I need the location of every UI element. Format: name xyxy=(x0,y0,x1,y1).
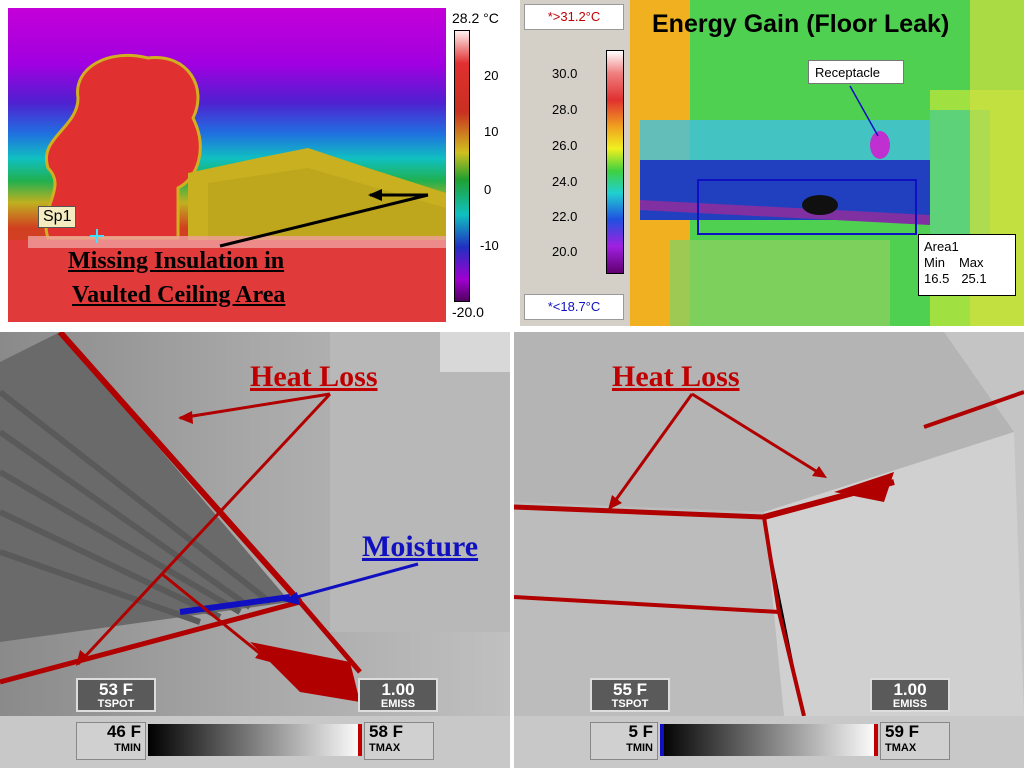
emiss-value: 1.00 xyxy=(381,680,415,699)
tmax-value: 59 F xyxy=(885,722,920,741)
scale-min-label: *<18.7°C xyxy=(524,294,624,320)
scale-tick-22: 22.0 xyxy=(552,209,578,224)
tmax-readout-right: 59 F TMAX xyxy=(880,722,950,760)
area-min-value: 16.5 xyxy=(924,271,950,286)
tspot-value: 53 F xyxy=(98,680,134,699)
scale-tick-20b: 20.0 xyxy=(552,244,578,259)
tmin-value: 46 F xyxy=(106,722,141,741)
tspot-readout-right: 55 F TSPOT xyxy=(590,678,670,712)
temperature-scale-middle: *>31.2°C 30.0 28.0 26.0 24.0 22.0 20.0 *… xyxy=(520,0,630,326)
spot-label: Sp1 xyxy=(38,206,77,228)
scale-color-bar xyxy=(454,30,470,302)
tmax-readout-left: 58 F TMAX xyxy=(364,722,434,760)
scale-tick-0: 0 xyxy=(484,182,492,197)
emiss-label: EMISS xyxy=(380,698,416,710)
scale-tick-24: 24.0 xyxy=(552,174,578,189)
tspot-label: TSPOT xyxy=(97,698,135,710)
tmin-readout-left: 46 F TMIN xyxy=(76,722,146,760)
infrared-image-gable-roof: Heat Loss Moisture 53 F TSPOT 1.00 EMISS… xyxy=(0,330,510,768)
scale-color-bar-middle xyxy=(606,50,624,274)
scale-tick-26: 26.0 xyxy=(552,138,578,153)
tspot-value: 55 F xyxy=(612,680,648,699)
scale-max-label: *>31.2°C xyxy=(524,4,624,30)
tmax-value: 58 F xyxy=(369,722,404,741)
tmin-value: 5 F xyxy=(628,722,653,741)
area-measurement-box: Area1 Min Max 16.5 25.1 xyxy=(918,234,1016,296)
emiss-value: 1.00 xyxy=(893,680,927,699)
tmin-label: TMIN xyxy=(626,742,653,754)
missing-insulation-caption-line1: Missing Insulation in xyxy=(68,248,285,274)
scale-bottom-value: -20.0 xyxy=(452,304,484,320)
area-name: Area1 xyxy=(924,239,959,254)
heat-loss-label-right: Heat Loss xyxy=(612,360,740,393)
area-max-value: 25.1 xyxy=(961,271,987,286)
tspot-readout-left: 53 F TSPOT xyxy=(76,678,156,712)
tmin-readout-right: 5 F TMIN xyxy=(590,722,658,760)
tmin-label: TMIN xyxy=(114,742,141,754)
area-max-label: Max xyxy=(958,255,984,270)
emiss-label: EMISS xyxy=(892,698,928,710)
heat-loss-label-left: Heat Loss xyxy=(250,360,378,393)
missing-insulation-caption-line2: Vaulted Ceiling Area xyxy=(72,282,286,308)
scale-tick-minus10: -10 xyxy=(480,238,499,253)
temperature-scale-left: 28.2 °C 20 10 0 -10 -20.0 xyxy=(446,8,518,322)
tmax-label: TMAX xyxy=(885,742,917,754)
floor-leak-title: Energy Gain (Floor Leak) xyxy=(652,10,950,38)
infrared-image-interior-corner: Heat Loss 55 F TSPOT 1.00 EMISS 5 F TMIN… xyxy=(513,332,1024,768)
emiss-readout-left: 1.00 EMISS xyxy=(358,678,438,712)
thermal-image-floor-leak: Energy Gain (Floor Leak) Receptacle Area… xyxy=(630,0,1024,326)
moisture-label: Moisture xyxy=(362,530,479,563)
tspot-label: TSPOT xyxy=(611,698,649,710)
thermal-image-floor-leak-graphic xyxy=(630,0,1024,326)
scale-tick-10: 10 xyxy=(484,124,499,139)
thermal-image-vaulted-ceiling-graphic xyxy=(8,8,446,322)
area-min-label: Min xyxy=(924,255,945,270)
receptacle-label: Receptacle xyxy=(808,60,904,84)
tmax-label: TMAX xyxy=(369,742,401,754)
scale-tick-28: 28.0 xyxy=(552,102,578,117)
scale-tick-20: 20 xyxy=(484,68,499,83)
scale-top-value: 28.2 °C xyxy=(452,10,499,26)
thermal-image-vaulted-ceiling: Sp1 Missing Insulation in Vaulted Ceilin… xyxy=(8,8,446,322)
emiss-readout-right: 1.00 EMISS xyxy=(870,678,950,712)
scale-tick-30: 30.0 xyxy=(552,66,578,81)
